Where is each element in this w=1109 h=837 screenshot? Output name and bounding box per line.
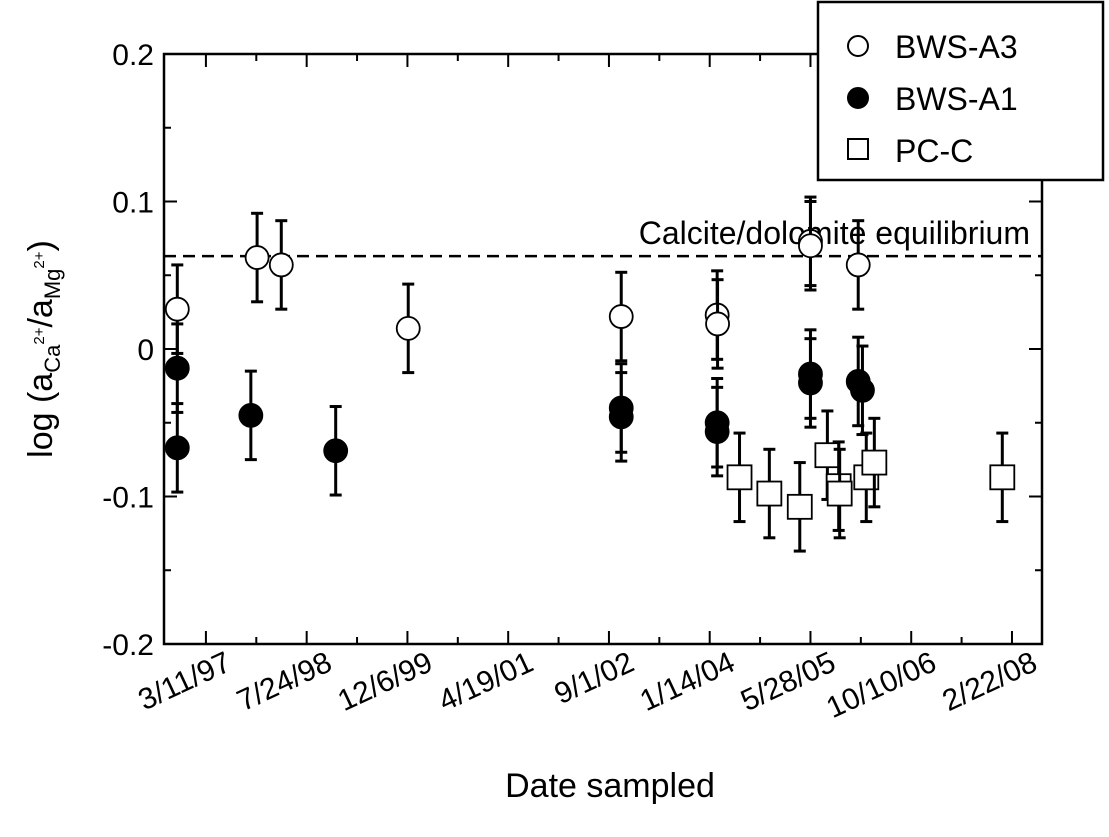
y-axis-title-sup1: 2+ bbox=[31, 327, 48, 344]
data-point bbox=[395, 315, 421, 341]
data-point bbox=[164, 296, 190, 322]
data-point bbox=[244, 245, 270, 270]
data-point bbox=[705, 311, 730, 337]
data-point bbox=[726, 464, 753, 491]
y-tick-label: -0.1 bbox=[102, 482, 154, 515]
y-axis-title-sub1: Ca bbox=[40, 344, 65, 373]
legend-marker-pc-c bbox=[847, 138, 869, 160]
data-point bbox=[323, 438, 349, 464]
equilibrium-label: Calcite/dolomite equilibrium bbox=[639, 215, 1030, 251]
x-tick-label: 9/1/02 bbox=[550, 646, 640, 711]
x-tick-label: 7/24/98 bbox=[232, 646, 337, 718]
data-point bbox=[845, 252, 871, 278]
y-tick-label: 0.2 bbox=[112, 39, 154, 72]
x-tick-label: 10/10/06 bbox=[822, 646, 942, 725]
data-point bbox=[786, 493, 813, 520]
x-tick-label: 5/28/05 bbox=[736, 646, 841, 718]
y-axis-title-prefix: log (a bbox=[22, 373, 60, 458]
data-point bbox=[798, 370, 823, 396]
legend-label-bws-a1: BWS-A1 bbox=[895, 81, 1018, 117]
y-axis-title-suffix: ) bbox=[22, 240, 60, 251]
legend: BWS-A3 BWS-A1 PC-C bbox=[816, 0, 1105, 182]
data-point bbox=[756, 480, 783, 507]
data-point bbox=[861, 449, 888, 476]
reference-line: Calcite/dolomite equilibrium bbox=[164, 215, 1042, 258]
data-point bbox=[608, 304, 634, 329]
data-point bbox=[704, 419, 730, 445]
legend-marker-bws-a1 bbox=[847, 87, 869, 109]
data-point bbox=[164, 355, 190, 381]
y-axis-title-sub2: Mg bbox=[40, 269, 65, 300]
data-point bbox=[850, 377, 875, 403]
legend-label-bws-a3: BWS-A3 bbox=[895, 29, 1018, 65]
data-point bbox=[268, 252, 294, 278]
data-point bbox=[814, 442, 841, 469]
y-axis: 0.2 0.1 0 -0.1 -0.2 bbox=[102, 39, 1042, 662]
x-tick-label: 1/14/04 bbox=[635, 646, 740, 718]
y-axis-title-mid: /a bbox=[22, 299, 60, 327]
data-point bbox=[989, 464, 1016, 491]
legend-marker-bws-a3 bbox=[847, 35, 869, 57]
data-point bbox=[798, 233, 823, 259]
data-point bbox=[608, 404, 634, 430]
data-point bbox=[164, 435, 190, 461]
x-tick-label: 4/19/01 bbox=[434, 646, 539, 718]
series-pc-c bbox=[726, 409, 1016, 553]
y-tick-label: -0.2 bbox=[102, 629, 154, 662]
data-series bbox=[164, 195, 1016, 553]
legend-label-pc-c: PC-C bbox=[895, 133, 973, 169]
x-tick-label: 12/6/99 bbox=[333, 646, 438, 718]
y-axis-title-sup2: 2+ bbox=[31, 251, 48, 268]
data-point bbox=[238, 402, 264, 428]
y-tick-label: 0.1 bbox=[112, 187, 154, 220]
y-axis-title: log (aCa2+/aMg2+) bbox=[22, 240, 65, 458]
y-tick-label: 0 bbox=[137, 334, 154, 367]
x-tick-label: 2/22/08 bbox=[937, 646, 1042, 718]
data-point bbox=[826, 480, 853, 507]
series-bws-a3 bbox=[164, 195, 871, 375]
x-axis-title: Date sampled bbox=[505, 767, 715, 805]
series-bws-a1 bbox=[164, 322, 875, 497]
